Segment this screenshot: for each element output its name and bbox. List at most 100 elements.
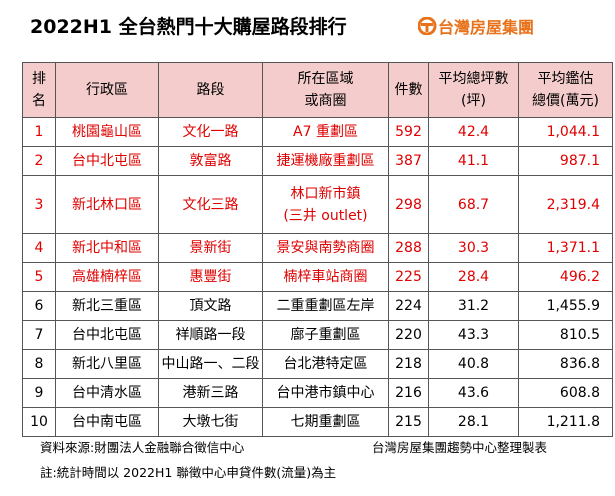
table-cell: 敦富路 (158, 146, 263, 176)
table-cell: 68.7 (428, 175, 519, 234)
table-cell: 惠豐街 (158, 262, 263, 292)
table-cell: 387 (388, 146, 429, 176)
table-cell: 224 (388, 291, 429, 321)
table-cell: 298 (388, 175, 429, 234)
table-cell: 文化一路 (158, 117, 263, 147)
table-cell: 220 (388, 320, 429, 350)
table-cell: 1,371.1 (518, 233, 613, 263)
table-cell: 捷運機廠重劃區 (262, 146, 389, 176)
table-cell: 廍子重劃區 (262, 320, 389, 350)
table-row: 10 台中南屯區 大墩七街 七期重劃區 215 28.1 1,211.8 (22, 407, 613, 437)
column-header: 平均總坪數 (坪) (428, 62, 519, 118)
cell-line: 總價(萬元) (532, 93, 599, 109)
table-cell: 5 (22, 262, 56, 292)
cell-line: 路段 (196, 82, 225, 98)
cell-line: 件數 (394, 82, 423, 98)
header-row: 排名行政區 路段 所在區域 或商圈 件數 平均總坪數 (坪) 平均鑑估 總價(萬元) (22, 62, 613, 118)
table-cell: 225 (388, 262, 429, 292)
table-cell: 41.1 (428, 146, 519, 176)
table-row: 7 台中北屯區 祥順路一段 廍子重劃區 220 43.3 810.5 (22, 320, 613, 350)
table-cell: 592 (388, 117, 429, 147)
cell-line: 平均鑑估 (537, 71, 594, 87)
table-cell: 高雄楠梓區 (55, 262, 159, 292)
table-cell: 2,319.4 (518, 175, 613, 234)
table-cell: 6 (22, 291, 56, 321)
title: 2022H1 全台熱門十大購屋路段排行 (30, 16, 347, 38)
table-row: 2 台中北屯區 敦富路 捷運機廠重劃區 387 41.1 987.1 (22, 146, 613, 176)
cell-line: 所在區域 (297, 71, 354, 87)
table-cell: 9 (22, 378, 56, 408)
table-cell: 2 (22, 146, 56, 176)
note: 註:統計時間以 2022H1 聯徵中心申貸件數(流量)為主 (40, 465, 337, 480)
table-cell: 台中港市鎮中心 (262, 378, 389, 408)
logo-icon (418, 17, 437, 35)
table-cell: 987.1 (518, 146, 613, 176)
table-cell: 810.5 (518, 320, 613, 350)
table-cell: 二重重劃區左岸 (262, 291, 389, 321)
table-cell: 中山路一、二段 (158, 349, 263, 379)
table-cell: 28.4 (428, 262, 519, 292)
logo: 台灣房屋集團 (418, 14, 534, 38)
table-cell: 頂文路 (158, 291, 263, 321)
column-header: 路段 (158, 62, 263, 118)
table-row: 3 新北林口區 文化三路 林口新市鎮 (三井 outlet) 298 68.7 2,319.4 (22, 175, 613, 234)
table-cell: 836.8 (518, 349, 613, 379)
cell-line: 或商圈 (304, 93, 347, 109)
cell-line: 排 (32, 71, 46, 87)
credit: 台灣房屋集團趨勢中心整理製表 (372, 440, 548, 455)
table-row: 6 新北三重區 頂文路 二重重劃區左岸 224 31.2 1,455.9 (22, 291, 613, 321)
table-cell: 文化三路 (158, 175, 263, 234)
cell-line: 林口新市鎮 (290, 185, 361, 202)
table-cell: 30.3 (428, 233, 519, 263)
table-cell: 1,455.9 (518, 291, 613, 321)
table-cell: 新北林口區 (55, 175, 159, 234)
table-cell: 楠梓車站商圈 (262, 262, 389, 292)
table-cell: 大墩七街 (158, 407, 263, 437)
table-row: 4 新北中和區 景新街 景安與南勢商圈 288 30.3 1,371.1 (22, 233, 613, 263)
table-cell: 七期重劃區 (262, 407, 389, 437)
table-cell: 8 (22, 349, 56, 379)
table-row: 5 高雄楠梓區 惠豐街 楠梓車站商圈 225 28.4 496.2 (22, 262, 613, 292)
cell-line: (三井 outlet) (283, 207, 368, 224)
cell-line: (坪) (461, 93, 486, 109)
column-header: 排名 (22, 62, 56, 118)
table-cell: 台中北屯區 (55, 320, 159, 350)
table-cell: 祥順路一段 (158, 320, 263, 350)
table-cell: 台北港特定區 (262, 349, 389, 379)
table-cell: 215 (388, 407, 429, 437)
table-cell: 43.6 (428, 378, 519, 408)
table-cell: 1,044.1 (518, 117, 613, 147)
table-cell: 608.8 (518, 378, 613, 408)
cell-line: 行政區 (86, 82, 128, 98)
table-cell: 28.1 (428, 407, 519, 437)
column-header: 所在區域 或商圈 (262, 62, 389, 118)
cell-line: 名 (32, 93, 46, 109)
column-header: 行政區 (55, 62, 159, 118)
table-cell: 台中清水區 (55, 378, 159, 408)
table-cell: 景新街 (158, 233, 263, 263)
table-cell: 林口新市鎮 (三井 outlet) (262, 175, 389, 234)
table-cell: 台中北屯區 (55, 146, 159, 176)
table-cell: 新北三重區 (55, 291, 159, 321)
table-cell: 3 (22, 175, 56, 234)
table-cell: 31.2 (428, 291, 519, 321)
table-cell: 桃園龜山區 (55, 117, 159, 147)
table-cell: 1,211.8 (518, 407, 613, 437)
table-row: 9 台中清水區 港新三路 台中港市鎮中心 216 43.6 608.8 (22, 378, 613, 408)
table-cell: 42.4 (428, 117, 519, 147)
table-cell: 288 (388, 233, 429, 263)
column-header: 件數 (388, 62, 429, 118)
column-header: 平均鑑估總價(萬元) (518, 62, 613, 118)
table-cell: 新北八里區 (55, 349, 159, 379)
table-cell: 台中南屯區 (55, 407, 159, 437)
table-cell: 4 (22, 233, 56, 263)
table-row: 8 新北八里區 中山路一、二段 台北港特定區 218 40.8 836.8 (22, 349, 613, 379)
ranking-table: 排名行政區 路段 所在區域 或商圈 件數 平均總坪數 (坪) 平均鑑估 總價(萬元) 1 桃園龜山… (22, 62, 613, 437)
table-cell: 40.8 (428, 349, 519, 379)
table-cell: 43.3 (428, 320, 519, 350)
table-cell: 景安與南勢商圈 (262, 233, 389, 263)
cell-line: 平均總坪數 (438, 71, 509, 87)
table-cell: 496.2 (518, 262, 613, 292)
table-cell: 7 (22, 320, 56, 350)
